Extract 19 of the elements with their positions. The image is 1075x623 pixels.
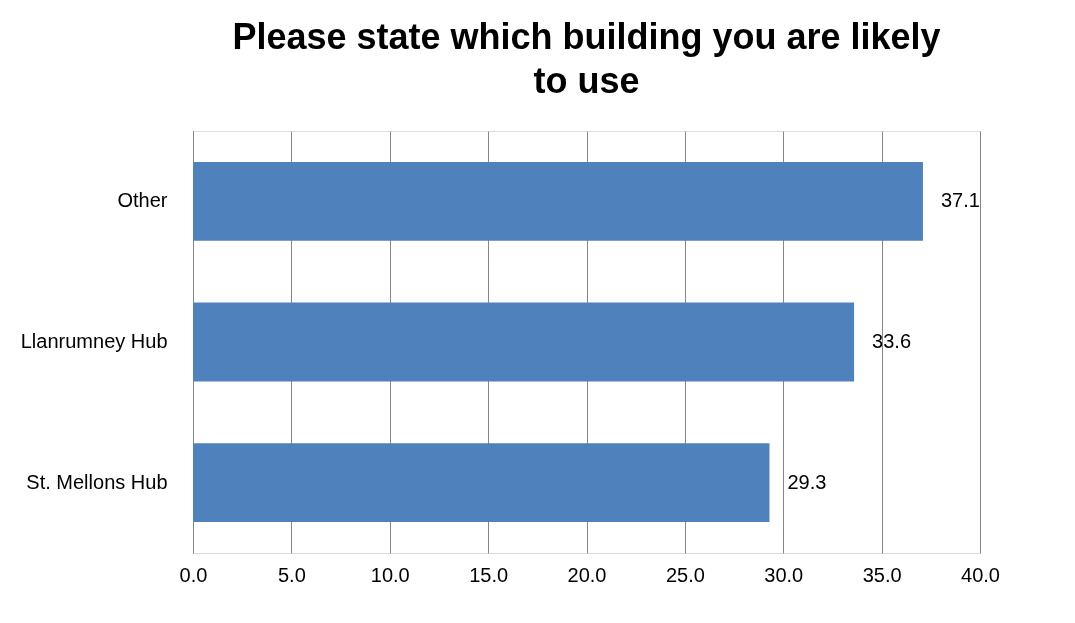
x-tick-label: 35.0 <box>862 563 902 586</box>
x-tick-label: 40.0 <box>961 563 1000 586</box>
x-tick-label: 0.0 <box>179 563 208 586</box>
x-tick-label: 30.0 <box>764 563 804 586</box>
bar <box>193 443 770 523</box>
x-tick-label: 5.0 <box>277 563 306 586</box>
bar <box>193 161 923 241</box>
y-tick-label: Other <box>117 189 168 212</box>
x-tick-label: 20.0 <box>567 563 607 586</box>
data-label: 33.6 <box>872 330 912 352</box>
y-tick-label: Llanrumney Hub <box>20 330 168 352</box>
bar <box>193 302 855 382</box>
x-tick-label: 25.0 <box>665 563 705 586</box>
x-tick-label: 15.0 <box>469 563 509 586</box>
x-tick-label: 10.0 <box>370 563 410 586</box>
data-label: 37.1 <box>940 189 980 212</box>
chart-title: Please state which building you are likely to use <box>232 16 941 101</box>
y-tick-label: St. Mellons Hub <box>26 470 168 493</box>
data-label: 29.3 <box>787 470 827 493</box>
